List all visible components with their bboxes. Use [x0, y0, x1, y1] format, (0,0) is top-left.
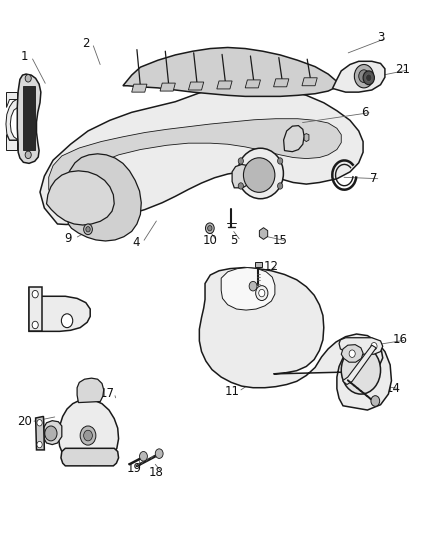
Polygon shape: [6, 99, 18, 140]
Polygon shape: [29, 287, 42, 332]
Circle shape: [86, 227, 90, 232]
Polygon shape: [284, 126, 304, 152]
Polygon shape: [61, 448, 119, 466]
Circle shape: [25, 75, 31, 82]
Polygon shape: [35, 416, 44, 450]
Circle shape: [363, 71, 374, 85]
Polygon shape: [199, 268, 392, 410]
Text: 14: 14: [386, 382, 401, 395]
Polygon shape: [77, 378, 104, 402]
Text: 12: 12: [264, 260, 279, 273]
Text: 9: 9: [65, 232, 72, 245]
Circle shape: [140, 451, 148, 461]
Circle shape: [37, 441, 42, 448]
Polygon shape: [123, 47, 337, 96]
Polygon shape: [6, 92, 17, 107]
Ellipse shape: [244, 158, 275, 192]
Polygon shape: [188, 82, 204, 90]
Text: 1: 1: [21, 50, 28, 63]
Circle shape: [32, 290, 38, 298]
Text: 16: 16: [393, 333, 408, 346]
Text: 13: 13: [233, 269, 248, 282]
Polygon shape: [17, 74, 41, 164]
Text: 8: 8: [40, 320, 47, 333]
Polygon shape: [245, 80, 261, 88]
Text: 4: 4: [132, 236, 140, 249]
Circle shape: [371, 343, 377, 350]
Circle shape: [84, 224, 92, 235]
Ellipse shape: [237, 148, 283, 199]
Circle shape: [249, 281, 257, 291]
Circle shape: [366, 74, 372, 82]
Text: 19: 19: [126, 462, 141, 475]
Text: 21: 21: [395, 63, 410, 76]
Polygon shape: [49, 119, 341, 204]
Polygon shape: [339, 338, 383, 354]
Circle shape: [208, 225, 212, 231]
Text: 17: 17: [100, 386, 115, 400]
Circle shape: [359, 70, 369, 83]
Polygon shape: [43, 421, 62, 445]
Polygon shape: [132, 84, 147, 92]
Circle shape: [354, 64, 374, 88]
Polygon shape: [332, 61, 385, 92]
Polygon shape: [274, 79, 289, 87]
Circle shape: [278, 183, 283, 189]
Circle shape: [205, 223, 214, 233]
Circle shape: [349, 350, 355, 358]
Circle shape: [371, 395, 380, 406]
Circle shape: [61, 314, 73, 328]
Polygon shape: [65, 154, 141, 241]
Polygon shape: [302, 78, 317, 86]
Text: 15: 15: [273, 235, 288, 247]
Circle shape: [25, 151, 31, 159]
Text: 18: 18: [148, 466, 163, 479]
Circle shape: [155, 449, 163, 458]
Polygon shape: [221, 268, 275, 310]
Text: 2: 2: [82, 37, 90, 50]
Polygon shape: [6, 134, 17, 150]
Circle shape: [238, 158, 244, 164]
Polygon shape: [22, 86, 35, 150]
Polygon shape: [58, 399, 119, 465]
Circle shape: [259, 289, 265, 297]
Circle shape: [256, 286, 268, 301]
Polygon shape: [341, 345, 363, 362]
Text: 20: 20: [17, 415, 32, 428]
Text: 6: 6: [361, 106, 369, 119]
Polygon shape: [46, 171, 114, 225]
Text: 11: 11: [225, 385, 240, 398]
Polygon shape: [232, 165, 252, 188]
Polygon shape: [343, 345, 376, 384]
Circle shape: [84, 430, 92, 441]
Polygon shape: [38, 418, 44, 446]
Circle shape: [238, 183, 244, 189]
Polygon shape: [259, 228, 268, 239]
Ellipse shape: [341, 346, 381, 394]
Polygon shape: [29, 288, 90, 332]
Circle shape: [278, 158, 283, 164]
Text: 5: 5: [230, 235, 238, 247]
Circle shape: [45, 426, 57, 441]
Text: 10: 10: [203, 235, 218, 247]
Circle shape: [80, 426, 96, 445]
Polygon shape: [304, 134, 309, 142]
Polygon shape: [255, 262, 262, 266]
Circle shape: [37, 419, 42, 426]
Text: 3: 3: [377, 31, 384, 44]
Polygon shape: [40, 83, 363, 224]
Polygon shape: [217, 81, 232, 89]
Circle shape: [32, 321, 38, 329]
Polygon shape: [160, 83, 175, 91]
Text: 7: 7: [370, 172, 378, 185]
